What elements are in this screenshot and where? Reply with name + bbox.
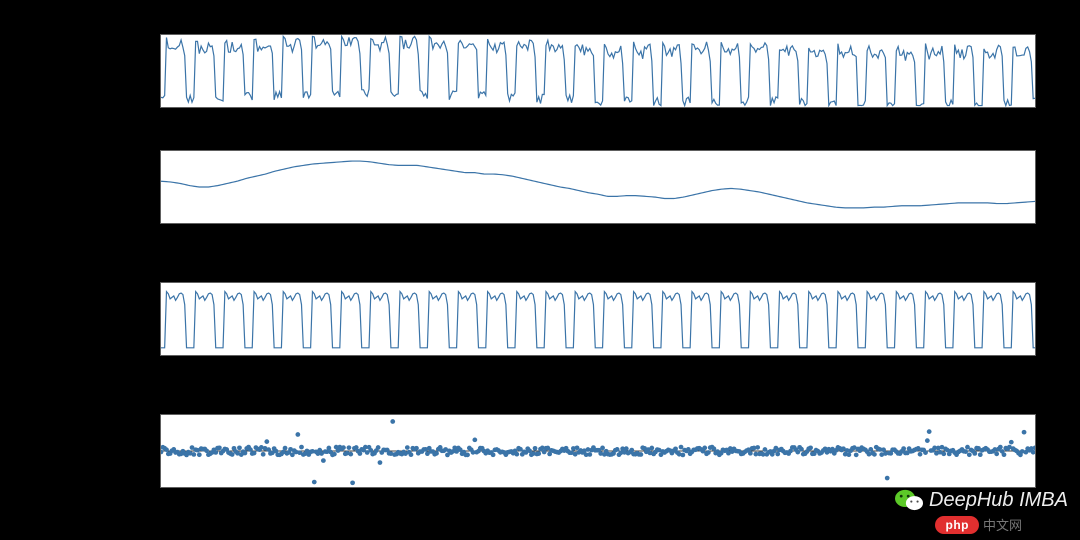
php-badge: php 中文网 [935,515,1022,534]
plot-observed [161,35,1035,107]
chart-resid [160,414,1036,488]
watermark-text: DeepHub IMBA [929,489,1068,512]
plot-trend [161,151,1035,223]
panel-observed [160,34,1036,108]
php-pill: php [935,516,979,534]
watermark: DeepHub IMBA [895,488,1068,512]
panel-seasonal [160,282,1036,356]
chart-seasonal [160,282,1036,356]
chart-observed [160,34,1036,108]
plot-seasonal [161,283,1035,355]
panel-resid [160,414,1036,488]
panel-trend [160,150,1036,224]
php-suffix: 中文网 [983,515,1022,534]
wechat-icon [895,488,923,512]
plot-resid [161,415,1035,487]
chart-trend [160,150,1036,224]
